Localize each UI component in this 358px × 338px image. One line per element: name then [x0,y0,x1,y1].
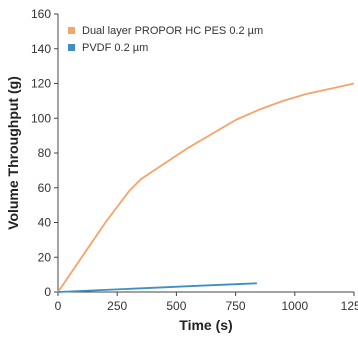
x-tick-label: 1250 [341,299,358,313]
x-tick-label: 500 [166,299,186,313]
y-tick-label: 80 [38,146,52,160]
legend-swatch-1 [68,44,75,51]
legend-swatch-0 [68,27,75,34]
y-tick-label: 40 [38,216,52,230]
y-tick-label: 60 [38,181,52,195]
x-axis-label: Time (s) [179,317,232,333]
y-tick-label: 0 [44,285,51,299]
series-line-0 [57,82,355,293]
y-tick-label: 100 [31,111,51,125]
x-tick-label: 250 [107,299,127,313]
y-tick-label: 120 [31,77,51,91]
legend: Dual layer PROPOR HC PES 0.2 µm PVDF 0.2 … [68,25,263,54]
y-tick-label: 140 [31,42,51,56]
y-tick-label: 160 [31,7,51,21]
y-axis-label: Volume Throughput (g) [5,76,21,230]
legend-label-0: Dual layer PROPOR HC PES 0.2 µm [82,25,263,37]
series-line-1 [57,282,257,293]
plot-area: 0 20 40 60 80 100 120 140 160 0 250 500 750 1000 1250 [31,7,358,313]
legend-label-1: PVDF 0.2 µm [82,42,148,54]
x-tick-label: 1000 [281,299,308,313]
x-tick-label: 750 [226,299,246,313]
y-tick-label: 20 [38,250,52,264]
x-tick-label: 0 [55,299,62,313]
